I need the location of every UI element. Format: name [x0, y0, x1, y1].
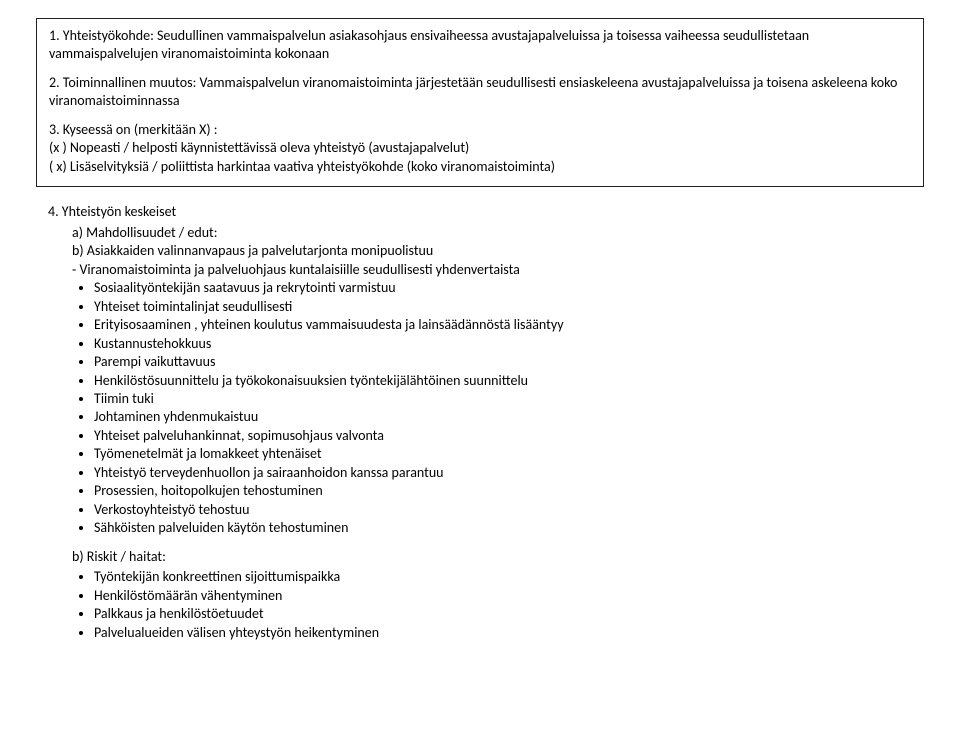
- list-item: Parempi vaikuttavuus: [94, 353, 912, 371]
- list-item: Sähköisten palveluiden käytön tehostumin…: [94, 519, 912, 537]
- item-3: 3. Kyseessä on (merkitään X) : (x ) Nope…: [49, 121, 911, 176]
- framed-section: 1. Yhteistyökohde: Seudullinen vammaispa…: [36, 18, 924, 187]
- section-4-b-intro: b) Asiakkaiden valinnanvapaus ja palvelu…: [48, 242, 912, 260]
- section-4-b-label: b) Riskit / haitat:: [48, 548, 912, 566]
- list-item: Kustannustehokkuus: [94, 335, 912, 353]
- list-item: Henkilöstömäärän vähentyminen: [94, 587, 912, 605]
- item-1: 1. Yhteistyökohde: Seudullinen vammaispa…: [49, 27, 911, 64]
- list-item: Yhteistyö terveydenhuollon ja sairaanhoi…: [94, 464, 912, 482]
- page: 1. Yhteistyökohde: Seudullinen vammaispa…: [0, 0, 960, 662]
- bullets-a: Sosiaalityöntekijän saatavuus ja rekryto…: [48, 279, 912, 538]
- item-3-lead: 3. Kyseessä on (merkitään X) :: [49, 121, 218, 138]
- section-4-dash-line: - Viranomaistoiminta ja palveluohjaus ku…: [48, 261, 912, 279]
- list-item: Työmenetelmät ja lomakkeet yhtenäiset: [94, 445, 912, 463]
- list-item: Prosessien, hoitopolkujen tehostuminen: [94, 482, 912, 500]
- section-4-a-label: a) Mahdollisuudet / edut:: [48, 224, 912, 242]
- list-item: Tiimin tuki: [94, 390, 912, 408]
- item-2: 2. Toiminnallinen muutos: Vammaispalvelu…: [49, 74, 911, 111]
- item-3-line2: ( x) Lisäselvityksiä / poliittista harki…: [49, 158, 555, 175]
- list-item: Palvelualueiden välisen yhteystyön heike…: [94, 624, 912, 642]
- bullets-b: Työntekijän konkreettinen sijoittumispai…: [48, 568, 912, 642]
- list-item: Erityisosaaminen , yhteinen koulutus vam…: [94, 316, 912, 334]
- list-item: Sosiaalityöntekijän saatavuus ja rekryto…: [94, 279, 912, 297]
- item-3-line1: (x ) Nopeasti / helposti käynnistettävis…: [49, 139, 469, 156]
- list-item: Yhteiset toimintalinjat seudullisesti: [94, 298, 912, 316]
- section-4-lead: 4. Yhteistyön keskeiset: [48, 203, 912, 221]
- list-item: Yhteiset palveluhankinnat, sopimusohjaus…: [94, 427, 912, 445]
- list-item: Verkostoyhteistyö tehostuu: [94, 501, 912, 519]
- list-item: Työntekijän konkreettinen sijoittumispai…: [94, 568, 912, 586]
- section-4: 4. Yhteistyön keskeiset a) Mahdollisuude…: [36, 203, 924, 642]
- list-item: Palkkaus ja henkilöstöetuudet: [94, 605, 912, 623]
- list-item: Johtaminen yhdenmukaistuu: [94, 408, 912, 426]
- list-item: Henkilöstösuunnittelu ja työkokonaisuuks…: [94, 372, 912, 390]
